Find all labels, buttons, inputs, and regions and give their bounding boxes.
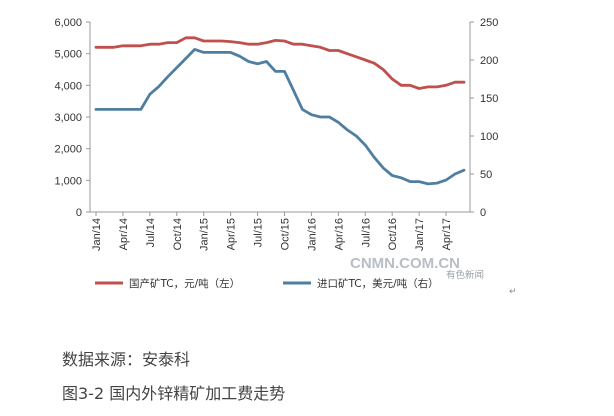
x-tick-label: Jan/14	[91, 218, 103, 251]
x-tick-label: Apr/16	[333, 218, 345, 250]
series-lines	[94, 36, 466, 186]
left-tick-label: 3,000	[54, 112, 82, 124]
series-line-imported-tc	[94, 48, 466, 186]
x-tick-label: Jan/17	[414, 218, 426, 251]
chart-axes	[89, 22, 471, 213]
x-axis-ticks: Jan/14 Apr/14 Jul/14 Oct/14 Jan/15 Apr/15 Jul/…	[91, 212, 453, 251]
right-tick-label: 200	[480, 55, 498, 67]
left-tick-label: 4,000	[54, 80, 82, 92]
right-axis-ticks: 0 50 100 150 200 250	[470, 17, 498, 219]
legend: 国产矿TC，元/吨（左） 进口矿TC，美元/吨（右）	[95, 277, 439, 290]
left-tick-label: 6,000	[54, 17, 82, 29]
x-tick-label: Jul/14	[145, 218, 157, 247]
left-tick-label: 1,000	[54, 175, 82, 187]
x-tick-label: Jan/15	[199, 218, 211, 251]
x-tick-label: Apr/14	[118, 218, 130, 250]
left-axis-ticks: 0 1,000 2,000 3,000 4,000 5,000 6,000	[54, 17, 90, 219]
watermark-text: CNMN.COM.CN	[350, 255, 460, 272]
right-tick-label: 150	[480, 93, 498, 105]
legend-label: 进口矿TC，美元/吨（右）	[317, 277, 439, 290]
data-source: 数据来源：安泰科	[62, 350, 191, 369]
x-tick-label: Jan/16	[306, 218, 318, 251]
right-tick-label: 100	[480, 131, 498, 143]
watermark-subtext: 有色新闻	[446, 269, 484, 281]
left-tick-label: 2,000	[54, 144, 82, 156]
left-tick-label: 0	[76, 207, 82, 219]
legend-label: 国产矿TC，元/吨（左）	[129, 277, 240, 290]
right-tick-label: 0	[480, 207, 486, 219]
x-tick-label: Apr/17	[441, 218, 453, 250]
right-tick-label: 50	[480, 169, 492, 181]
return-mark: ↵	[509, 287, 517, 297]
series-line-domestic-tc	[94, 36, 466, 90]
left-tick-label: 5,000	[54, 49, 82, 61]
x-tick-label: Apr/15	[226, 218, 238, 250]
chart: 0 1,000 2,000 3,000 4,000 5,000 6,000 0 50 100 15…	[54, 17, 517, 297]
watermark: CNMN.COM.CN 有色新闻	[350, 255, 484, 281]
x-tick-label: Oct/15	[279, 218, 291, 250]
x-tick-label: Jul/15	[253, 218, 265, 247]
x-tick-label: Jul/16	[360, 218, 372, 247]
x-tick-label: Oct/16	[387, 218, 399, 250]
x-tick-label: Oct/14	[172, 218, 184, 250]
figure-caption: 图3-2 国内外锌精矿加工费走势	[62, 384, 286, 403]
right-tick-label: 250	[480, 17, 498, 29]
